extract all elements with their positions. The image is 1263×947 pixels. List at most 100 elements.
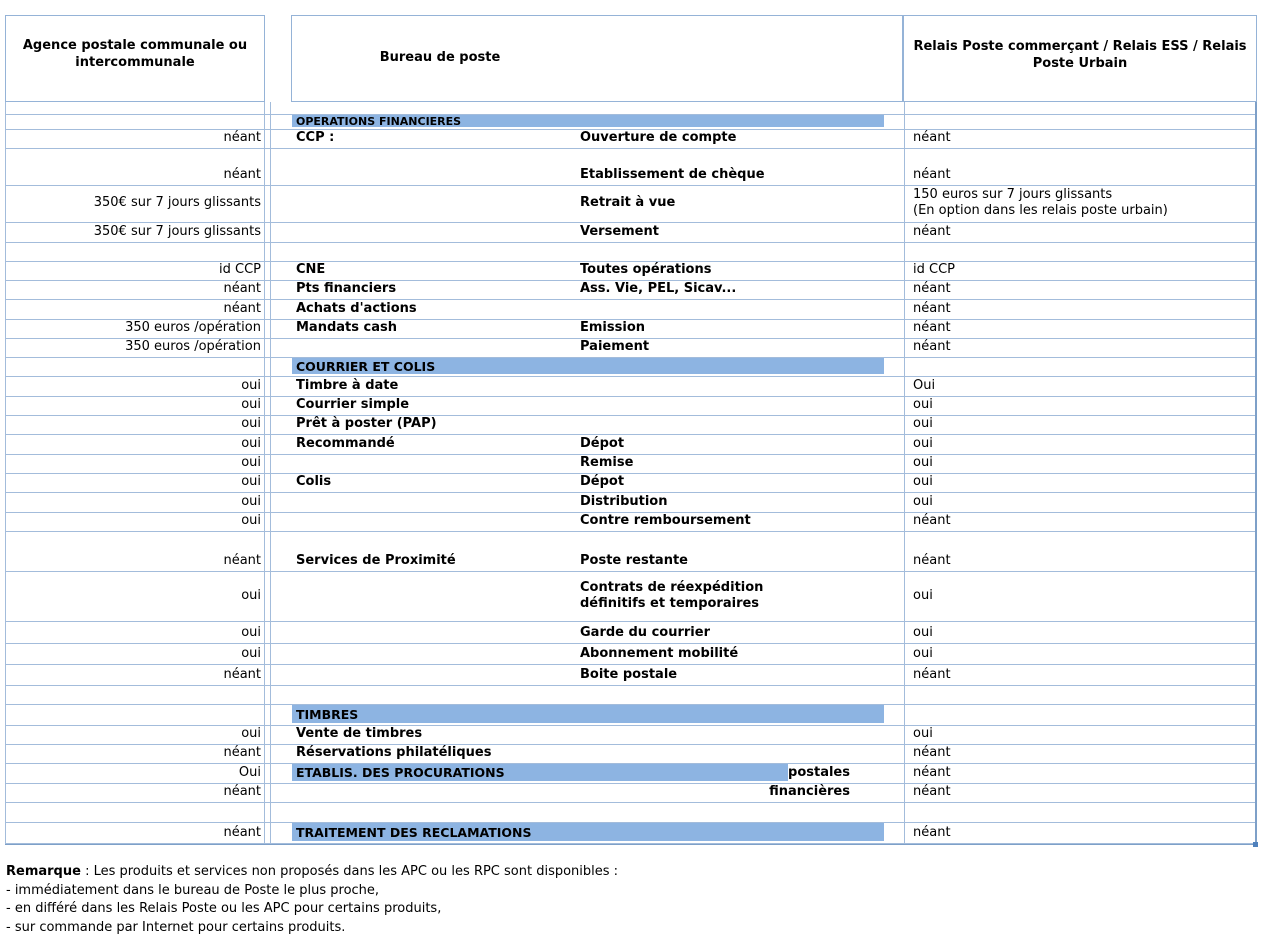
relais-value-text: néant — [913, 513, 951, 528]
table-row: néant Pts financiers Ass. Vie, PEL, Sicav.… — [5, 281, 1257, 300]
spacer-row — [5, 686, 1257, 705]
apc-value: oui — [5, 455, 261, 471]
relais-value-text: néant — [913, 765, 951, 780]
bureau-label: Prêt à poster (PAP) — [292, 416, 581, 432]
header-apc: Agence postale communale ou intercommuna… — [5, 15, 265, 102]
relais-value: néant — [905, 320, 1258, 336]
remark-line-2: - immédiatement dans le bureau de Poste … — [6, 882, 380, 898]
remark-intro: : Les produits et services non proposés … — [80, 864, 619, 879]
remark-footer: Remarque : Les produits et services non … — [6, 863, 618, 937]
bureau-label-text: Recommandé — [296, 436, 395, 451]
relais-value: néant — [905, 300, 1258, 317]
relais-value: néant — [905, 745, 1258, 761]
section-bar: ETABLIS. DES PROCURATIONS — [292, 764, 788, 781]
spacer-row — [5, 243, 1257, 262]
bureau-sublabel: Paiement — [580, 339, 880, 355]
bureau-label: Réservations philatéliques — [292, 745, 581, 761]
table-row: oui Recommandé Dépot oui — [5, 435, 1257, 455]
bureau-label-text: Achats d'actions — [296, 301, 417, 316]
table-row: néant Etablissement de chèque néant — [5, 149, 1257, 186]
apc-value-text: oui — [241, 587, 261, 603]
bureau-label-text: Vente de timbres — [296, 726, 423, 741]
bureau-sublabel-text: Abonnement mobilité — [580, 646, 739, 661]
apc-value-text: néant — [223, 130, 261, 145]
apc-value-text: 350€ sur 7 jours glissants — [93, 195, 261, 210]
relais-value-text: néant — [913, 784, 951, 799]
bureau-sublabel-text: Toutes opérations — [580, 262, 712, 277]
table-row: oui Courrier simple oui — [5, 397, 1257, 416]
relais-value-text: néant — [913, 825, 951, 840]
relais-value: oui — [905, 622, 1258, 641]
apc-value-text: néant — [223, 667, 261, 682]
relais-value-text: oui — [913, 436, 933, 451]
relais-value: oui — [905, 474, 1258, 490]
apc-value: néant — [5, 130, 261, 146]
relais-value-text: néant — [913, 339, 951, 354]
relais-value: néant — [905, 149, 1258, 183]
bureau-label-text: Pts financiers — [296, 281, 397, 296]
apc-value-text: oui — [241, 474, 261, 489]
grid-line — [904, 102, 905, 844]
section-bar: TRAITEMENT DES RECLAMATIONS — [292, 823, 884, 841]
section-row: Oui ETABLIS. DES PROCURATIONS postales néan… — [5, 764, 1257, 784]
bureau-sublabel-text: Ouverture de compte — [580, 130, 737, 145]
apc-value-text: néant — [223, 553, 261, 568]
relais-value: néant — [905, 339, 1258, 355]
bureau-label-text: Prêt à poster (PAP) — [296, 416, 437, 431]
table-row: 350€ sur 7 jours glissants Retrait à vue 1… — [5, 186, 1257, 223]
apc-value: oui — [5, 416, 261, 432]
bureau-label: Timbre à date — [292, 377, 581, 394]
bureau-label-text: Réservations philatéliques — [296, 745, 492, 760]
bureau-sublabel: Contrats de réexpédition définitifs et t… — [580, 572, 880, 619]
bureau-label: Achats d'actions — [292, 300, 581, 317]
apc-value: oui — [5, 397, 261, 413]
bureau-sublabel-text: Dépot — [580, 474, 625, 489]
bureau-sublabel-text: Poste restante — [580, 553, 688, 568]
bureau-sublabel-text: Etablissement de chèque — [580, 167, 765, 182]
bureau-label: Vente de timbres — [292, 726, 581, 742]
apc-value: néant — [5, 149, 261, 183]
bureau-label: Colis — [292, 474, 581, 490]
bureau-label-text: Timbre à date — [296, 378, 399, 393]
apc-value: néant — [5, 745, 261, 761]
apc-value-text: oui — [241, 416, 261, 431]
apc-value-text: id CCP — [219, 262, 261, 277]
relais-value-text: néant — [913, 301, 951, 316]
table-row: oui Contre remboursement néant — [5, 513, 1257, 532]
apc-value-text: oui — [241, 726, 261, 741]
bureau-sublabel: Garde du courrier — [580, 622, 880, 641]
apc-value: oui — [5, 474, 261, 490]
relais-value: oui — [905, 455, 1258, 471]
table-row: néant CCP : Ouverture de compte néant — [5, 130, 1257, 149]
relais-value: oui — [905, 644, 1258, 662]
apc-value-text: oui — [241, 646, 261, 661]
table-body: OPERATIONS FINANCIERES néant CCP : Ouvertur… — [5, 102, 1258, 847]
relais-value: Oui — [905, 377, 1258, 394]
grid-line — [270, 102, 271, 844]
procuration-scope-label: financières — [645, 784, 850, 800]
bureau-label: CCP : — [292, 130, 581, 146]
table-row: néant Achats d'actions néant — [5, 300, 1257, 320]
relais-value-text: oui — [913, 474, 933, 489]
remark-line-4: - sur commande par Internet pour certain… — [6, 919, 346, 935]
table-header-row: Agence postale communale ou intercommuna… — [5, 15, 1257, 102]
relais-value: oui — [905, 726, 1258, 742]
relais-value-text: id CCP — [913, 262, 955, 277]
section-row: OPERATIONS FINANCIERES — [5, 115, 1257, 130]
bureau-sublabel: Emission — [580, 320, 880, 336]
bureau-sublabel: Dépot — [580, 435, 880, 452]
apc-value-text: néant — [223, 784, 261, 799]
procuration-scope-label-text: postales — [788, 765, 850, 780]
apc-value: oui — [5, 726, 261, 742]
relais-value-text: oui — [913, 646, 933, 661]
apc-value-text: 350 euros /opération — [125, 339, 261, 354]
bureau-sublabel-text: Distribution — [580, 494, 668, 509]
apc-value-text: oui — [241, 436, 261, 451]
bureau-sublabel-text: Boite postale — [580, 667, 678, 682]
section-row: COURRIER ET COLIS — [5, 358, 1257, 377]
bureau-sublabel: Poste restante — [580, 532, 880, 569]
procuration-scope-label-text: financières — [769, 784, 850, 799]
bureau-sublabel-text: Dépot — [580, 436, 625, 451]
bureau-label-text: CNE — [296, 262, 326, 277]
